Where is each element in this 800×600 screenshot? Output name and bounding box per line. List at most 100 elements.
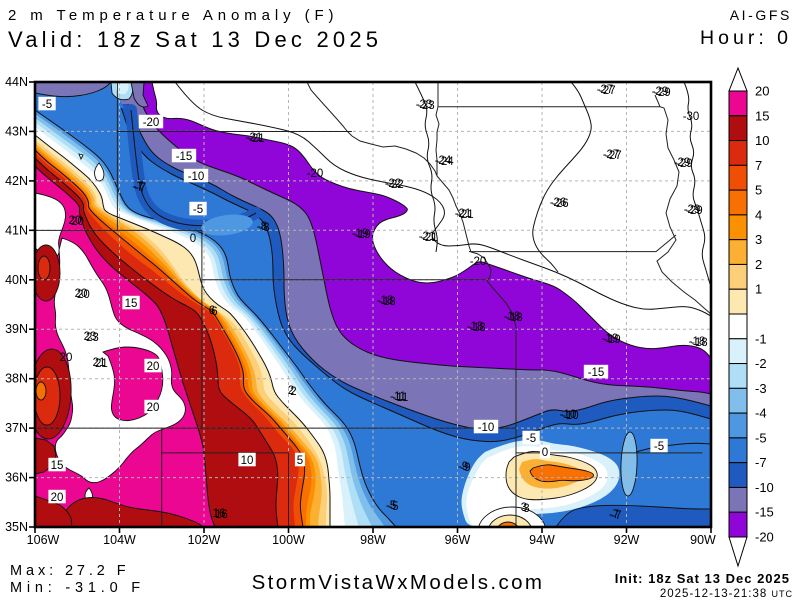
svg-text:-20: -20 bbox=[470, 256, 487, 268]
svg-text:-21: -21 bbox=[421, 232, 438, 244]
svg-text:-9: -9 bbox=[460, 462, 470, 474]
svg-text:-18: -18 bbox=[691, 337, 708, 349]
svg-text:-2: -2 bbox=[755, 356, 767, 371]
svg-text:Valid: 18z Sat 13 Dec 2025: Valid: 18z Sat 13 Dec 2025 bbox=[8, 27, 382, 52]
svg-text:42N: 42N bbox=[5, 174, 28, 188]
svg-text:0: 0 bbox=[190, 233, 196, 245]
svg-text:36N: 36N bbox=[5, 471, 28, 485]
svg-text:6: 6 bbox=[209, 305, 215, 317]
svg-text:35N: 35N bbox=[5, 520, 28, 534]
svg-text:102W: 102W bbox=[188, 533, 221, 547]
svg-text:-10: -10 bbox=[562, 410, 579, 422]
svg-text:20: 20 bbox=[69, 215, 82, 227]
svg-text:-10: -10 bbox=[560, 409, 577, 421]
svg-text:-11: -11 bbox=[390, 391, 406, 403]
svg-text:-1: -1 bbox=[755, 331, 767, 346]
svg-text:94W: 94W bbox=[529, 533, 555, 547]
svg-text:-29: -29 bbox=[674, 157, 691, 169]
svg-text:-8: -8 bbox=[259, 222, 269, 234]
svg-text:AI-GFS: AI-GFS bbox=[730, 7, 792, 23]
svg-text:-7: -7 bbox=[755, 455, 767, 470]
svg-text:104W: 104W bbox=[103, 533, 136, 547]
svg-text:-27: -27 bbox=[599, 85, 616, 97]
svg-text:98W: 98W bbox=[360, 533, 386, 547]
svg-text:-27: -27 bbox=[603, 149, 620, 161]
svg-text:-22: -22 bbox=[385, 178, 402, 190]
svg-text:-20: -20 bbox=[307, 168, 324, 180]
svg-text:-21: -21 bbox=[248, 133, 265, 145]
svg-text:20: 20 bbox=[755, 84, 769, 99]
svg-text:23: 23 bbox=[86, 332, 99, 344]
svg-text:-24: -24 bbox=[435, 155, 452, 167]
svg-text:44N: 44N bbox=[5, 75, 28, 89]
svg-text:5: 5 bbox=[755, 183, 762, 198]
svg-text:20: 20 bbox=[60, 352, 73, 364]
svg-text:-7: -7 bbox=[132, 179, 144, 194]
svg-text:-9: -9 bbox=[458, 461, 468, 473]
svg-text:40N: 40N bbox=[5, 273, 28, 287]
svg-text:-29: -29 bbox=[676, 158, 693, 170]
svg-text:15: 15 bbox=[51, 460, 64, 472]
svg-text:-3: -3 bbox=[755, 381, 767, 396]
svg-text:-19: -19 bbox=[352, 228, 369, 240]
svg-text:100W: 100W bbox=[272, 533, 305, 547]
svg-text:96W: 96W bbox=[445, 533, 471, 547]
svg-text:-8: -8 bbox=[257, 221, 267, 233]
svg-text:-5: -5 bbox=[42, 99, 52, 111]
svg-text:16: 16 bbox=[215, 509, 228, 521]
svg-text:-18: -18 bbox=[506, 312, 523, 324]
svg-text:-10: -10 bbox=[478, 422, 495, 434]
svg-text:41N: 41N bbox=[5, 223, 28, 237]
svg-text:23: 23 bbox=[84, 331, 97, 343]
svg-text:-18: -18 bbox=[504, 311, 521, 323]
svg-text:2 m Temperature Anomaly (F): 2 m Temperature Anomaly (F) bbox=[8, 7, 338, 24]
svg-text:39N: 39N bbox=[5, 322, 28, 336]
svg-text:20: 20 bbox=[77, 289, 90, 301]
svg-text:37N: 37N bbox=[5, 421, 28, 435]
svg-text:-18: -18 bbox=[377, 295, 394, 307]
svg-text:Init: 18z Sat 13 Dec 2025: Init: 18z Sat 13 Dec 2025 bbox=[615, 571, 790, 586]
svg-text:-7: -7 bbox=[609, 509, 619, 521]
svg-text:2: 2 bbox=[755, 257, 762, 272]
svg-text:-27: -27 bbox=[605, 150, 622, 162]
svg-text:21: 21 bbox=[93, 357, 106, 369]
svg-text:3: 3 bbox=[523, 503, 529, 515]
svg-text:43N: 43N bbox=[5, 124, 28, 138]
svg-text:-5: -5 bbox=[526, 433, 536, 445]
svg-text:3: 3 bbox=[521, 502, 527, 514]
svg-text:-30: -30 bbox=[683, 111, 700, 123]
svg-text:20: 20 bbox=[75, 288, 88, 300]
svg-text:7: 7 bbox=[755, 158, 762, 173]
svg-text:-11: -11 bbox=[393, 392, 409, 404]
svg-text:16: 16 bbox=[213, 508, 226, 520]
svg-text:1: 1 bbox=[755, 282, 762, 297]
svg-text:-19: -19 bbox=[354, 229, 371, 241]
svg-text:-21: -21 bbox=[457, 209, 474, 221]
svg-text:-19: -19 bbox=[602, 333, 619, 345]
svg-text:Hour: 0: Hour: 0 bbox=[700, 27, 792, 49]
svg-text:-15: -15 bbox=[176, 151, 193, 163]
svg-text:-20: -20 bbox=[755, 530, 774, 545]
svg-text:-20: -20 bbox=[143, 117, 160, 129]
svg-text:2025-12-13-21:38 UTC: 2025-12-13-21:38 UTC bbox=[660, 588, 793, 600]
svg-text:-26: -26 bbox=[550, 197, 567, 209]
svg-text:15: 15 bbox=[125, 298, 138, 310]
svg-text:15: 15 bbox=[755, 108, 769, 123]
svg-text:-23: -23 bbox=[418, 100, 435, 112]
svg-text:-5: -5 bbox=[193, 204, 203, 216]
svg-text:106W: 106W bbox=[27, 533, 60, 547]
svg-text:-10: -10 bbox=[755, 480, 774, 495]
svg-text:38N: 38N bbox=[5, 372, 28, 386]
svg-text:3: 3 bbox=[755, 232, 762, 247]
svg-text:-18: -18 bbox=[689, 336, 706, 348]
svg-text:21: 21 bbox=[95, 358, 108, 370]
svg-text:2: 2 bbox=[288, 385, 294, 397]
svg-text:-22: -22 bbox=[387, 179, 404, 191]
svg-text:-24: -24 bbox=[437, 156, 454, 168]
svg-text:Max: 27.2 F: Max: 27.2 F bbox=[10, 563, 129, 579]
svg-text:0: 0 bbox=[542, 447, 548, 459]
svg-text:-5: -5 bbox=[755, 430, 767, 445]
svg-text:10: 10 bbox=[755, 133, 769, 148]
svg-text:-23: -23 bbox=[416, 99, 433, 111]
svg-text:-10: -10 bbox=[188, 171, 205, 183]
